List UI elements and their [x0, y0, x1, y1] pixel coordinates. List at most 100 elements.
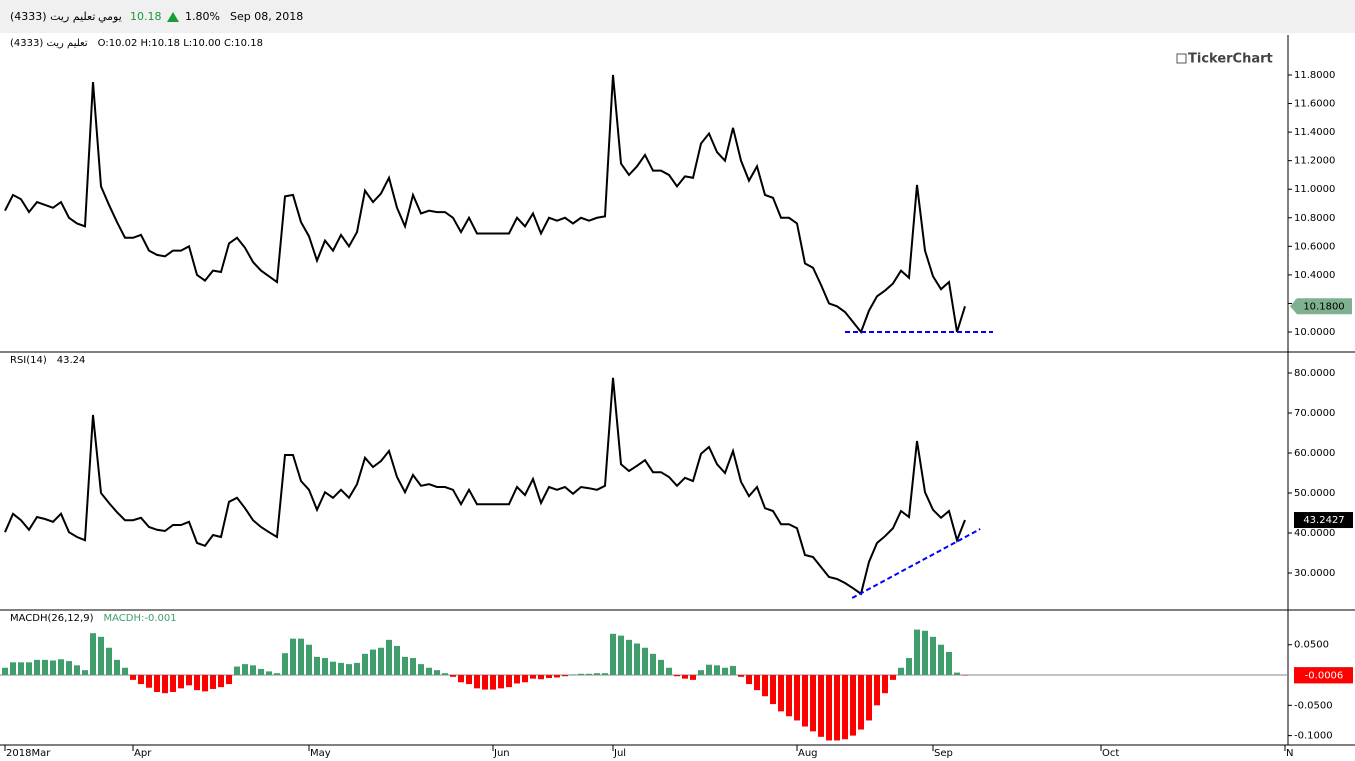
histogram-bar — [786, 675, 792, 717]
histogram-bar — [682, 675, 688, 679]
histogram-bar — [874, 675, 880, 706]
histogram-bar — [282, 653, 288, 676]
histogram-bar — [722, 667, 728, 676]
histogram-bar — [650, 653, 656, 676]
value-marker-label: 10.1800 — [1303, 301, 1344, 312]
histogram-bar — [258, 668, 264, 676]
histogram-bar — [154, 675, 160, 692]
y-tick-label: 40.0000 — [1294, 528, 1335, 539]
y-tick-label: 11.8000 — [1294, 70, 1335, 81]
y-tick-label: 50.0000 — [1294, 488, 1335, 499]
price-line — [4, 74, 966, 335]
y-tick-label: -0.1000 — [1294, 731, 1333, 742]
legend-name: RSI(14) — [10, 355, 47, 366]
histogram-bar — [106, 647, 112, 676]
histogram-bar — [938, 644, 944, 676]
histogram-bar — [170, 675, 176, 692]
histogram-bar — [402, 656, 408, 676]
histogram-bar — [50, 660, 56, 676]
x-tick-label: Oct — [1102, 748, 1119, 759]
histogram-bar — [66, 661, 72, 676]
histogram-bar — [442, 673, 448, 676]
y-tick-label: 70.0000 — [1294, 408, 1335, 419]
histogram-bar — [202, 675, 208, 692]
y-tick-label: 10.8000 — [1294, 213, 1335, 224]
histogram-bar — [498, 675, 504, 689]
histogram-bar — [434, 670, 440, 676]
histogram-bar — [602, 673, 608, 676]
histogram-bar — [418, 664, 424, 676]
histogram-bar — [2, 667, 8, 676]
value-marker — [1290, 298, 1352, 315]
histogram-bar — [218, 675, 224, 688]
histogram-bar — [18, 662, 24, 676]
histogram-bar — [82, 670, 88, 676]
y-tick-label: 10.4000 — [1294, 270, 1335, 281]
legend-reading: O:10.02 H:10.18 L:10.00 C:10.18 — [98, 38, 263, 49]
trendline — [851, 528, 981, 599]
histogram-bar — [762, 675, 768, 697]
histogram-bar — [778, 675, 784, 712]
histogram-bar — [250, 665, 256, 676]
histogram-bar — [634, 643, 640, 676]
value-marker — [1294, 512, 1353, 529]
histogram-bar — [10, 662, 16, 676]
histogram-bar — [338, 662, 344, 676]
histogram-bar — [754, 675, 760, 691]
histogram-bar — [706, 664, 712, 676]
histogram-bar — [74, 665, 80, 676]
histogram-bar — [210, 675, 216, 689]
histogram-bar — [962, 675, 968, 676]
histogram-bar — [730, 665, 736, 676]
y-tick-label: 11.0000 — [1294, 184, 1335, 195]
histogram-bar — [322, 658, 328, 676]
period: يومي — [98, 10, 122, 23]
histogram-bar — [746, 675, 752, 685]
histogram-bar — [410, 658, 416, 676]
histogram-bar — [346, 664, 352, 676]
y-tick-label: 30.0000 — [1294, 568, 1335, 579]
histogram-bar — [450, 675, 456, 677]
x-tick-label: Aug — [798, 748, 818, 759]
legend-name: تعليم ريت (4333) — [10, 38, 88, 49]
histogram-bar — [266, 671, 272, 676]
histogram-bar — [330, 661, 336, 676]
logo: TickerChart — [1188, 52, 1273, 67]
histogram-bar — [714, 665, 720, 676]
histogram-bar — [490, 675, 496, 690]
histogram-bar — [370, 649, 376, 676]
x-tick-label: Jun — [493, 748, 510, 759]
histogram-bar — [530, 675, 536, 679]
x-tick-label: Sep — [934, 748, 953, 759]
y-tick-label: 0.0500 — [1294, 640, 1329, 651]
histogram-bar — [306, 644, 312, 676]
histogram-bar — [314, 656, 320, 676]
y-tick-label: -0.0500 — [1294, 700, 1333, 711]
histogram-bar — [234, 666, 240, 676]
histogram-bar — [426, 667, 432, 676]
histogram-bar — [570, 674, 576, 676]
histogram-bar — [162, 675, 168, 694]
histogram-bar — [506, 675, 512, 688]
histogram-bar — [522, 675, 528, 683]
y-tick-label: 11.2000 — [1294, 156, 1335, 167]
histogram-bar — [474, 675, 480, 689]
histogram-bar — [618, 635, 624, 676]
histogram-bar — [642, 647, 648, 676]
logo-icon — [1176, 53, 1187, 64]
histogram-bar — [90, 633, 96, 676]
histogram-bar — [298, 638, 304, 676]
y-tick-label: 11.6000 — [1294, 99, 1335, 110]
histogram-bar — [578, 673, 584, 676]
histogram-bar — [194, 675, 200, 691]
histogram-bar — [858, 675, 864, 730]
x-tick-label: 2018Mar — [6, 748, 51, 759]
histogram-bar — [514, 675, 520, 684]
price-line — [4, 377, 966, 596]
histogram-bar — [842, 675, 848, 740]
last-price: 10.18 — [130, 10, 162, 23]
histogram-bar — [946, 651, 952, 676]
histogram-bar — [922, 630, 928, 676]
histogram-bar — [770, 675, 776, 705]
